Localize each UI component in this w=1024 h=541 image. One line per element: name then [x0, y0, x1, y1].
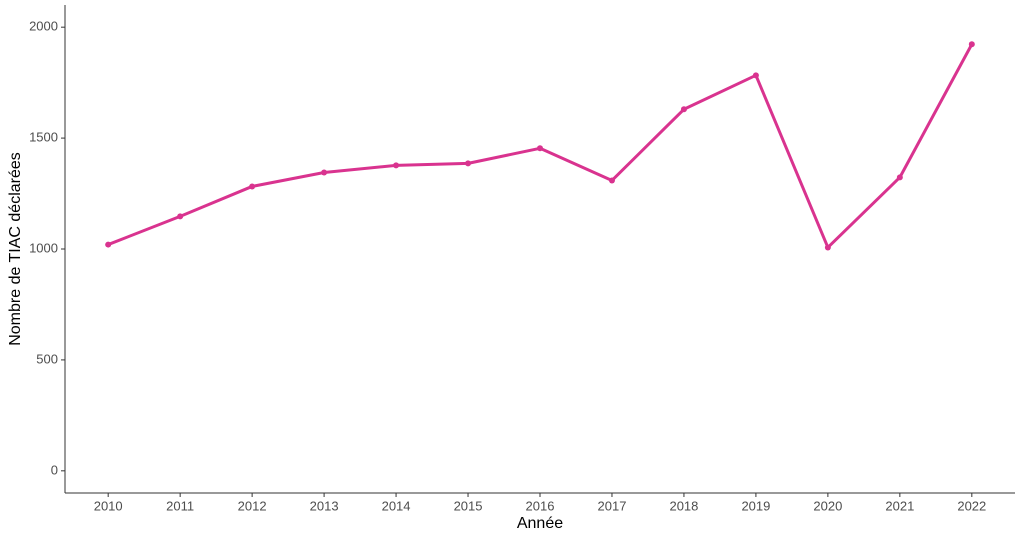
x-tick-label: 2011 [166, 498, 194, 513]
y-axis-title: Nombre de TIAC déclarées [7, 152, 24, 346]
point [321, 169, 328, 176]
point [393, 162, 400, 169]
x-tick-label: 2020 [813, 498, 842, 513]
x-tick-label: 2013 [310, 498, 339, 513]
point [608, 177, 615, 184]
x-tick-label: 2022 [957, 498, 986, 513]
x-tick-label: 2018 [669, 498, 698, 513]
x-tick-label: 2015 [454, 498, 483, 513]
y-tick-label: 0 [51, 462, 58, 477]
y-tick-label: 500 [36, 351, 58, 366]
x-tick-label: 2021 [885, 498, 914, 513]
x-tick-label: 2016 [526, 498, 555, 513]
x-axis-title: Année [517, 515, 563, 532]
x-tick-label: 2012 [238, 498, 267, 513]
point [177, 213, 184, 220]
x-tick-label: 2010 [94, 498, 123, 513]
point [537, 145, 543, 152]
point [105, 241, 112, 248]
point [465, 160, 472, 167]
point [824, 244, 831, 251]
y-tick-label: 1500 [29, 130, 58, 145]
point [896, 174, 903, 181]
point [249, 183, 256, 190]
y-tick-label: 2000 [29, 19, 58, 34]
x-tick-label: 2014 [382, 498, 411, 513]
point [968, 41, 975, 48]
x-tick-label: 2019 [741, 498, 770, 513]
point [680, 106, 687, 113]
x-tick-label: 2017 [598, 498, 627, 513]
point [752, 72, 759, 79]
y-tick-label: 1000 [29, 240, 58, 255]
